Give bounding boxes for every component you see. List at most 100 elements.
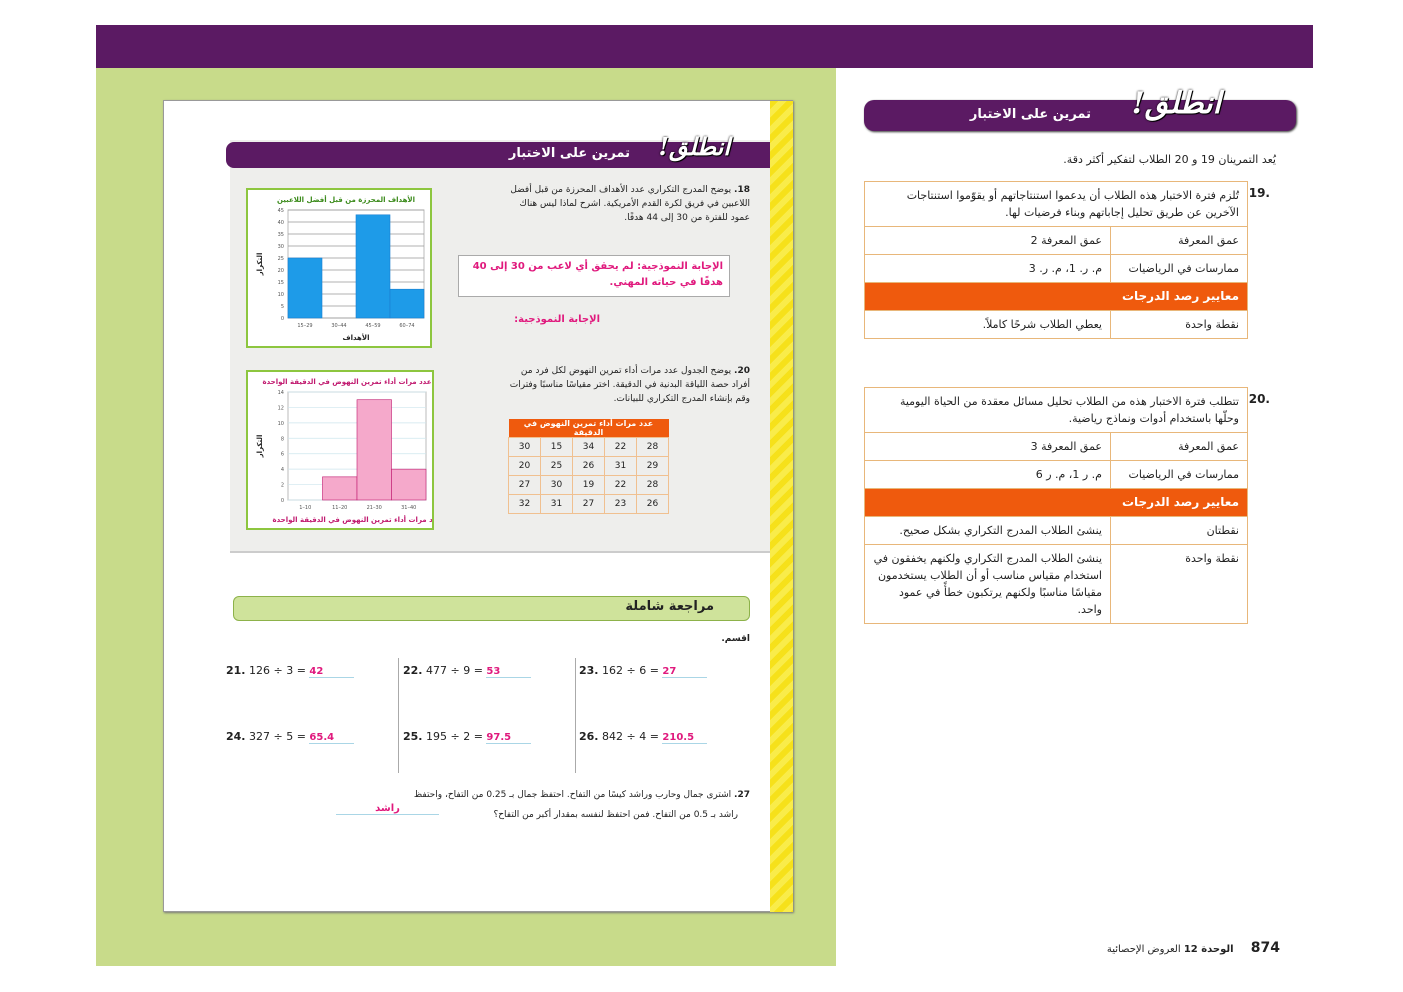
question-number: 19. [1248,186,1270,200]
table-cell: 27 [572,494,605,514]
answer-blank[interactable]: 27 [662,666,708,678]
pushups-table: عدد مرات أداء تمرين النهوض في الدقيقة 30… [508,419,669,514]
table-cell: 26 [572,456,605,476]
problem-expression: 126 ÷ 3 = [249,664,306,677]
top-bar [96,25,1313,68]
yellow-stripe [770,101,793,912]
question-20: 20. يوضح الجدول عدد مرات أداء تمرين النه… [500,364,750,406]
answer-value: راشد [375,803,400,814]
x-tick-label: 21–30 [367,505,382,511]
y-tick-label: 8 [281,436,284,442]
bar [389,288,425,319]
rubric-header: معايير رصد الدرجات [864,488,1248,517]
instruction: اقسم. [721,634,750,644]
y-tick-label: 2 [281,483,284,489]
brand-logo: انطلق! [658,132,730,161]
brand-logo: انطلق! [1131,86,1221,121]
division-problem: 21. 126 ÷ 3 = 42 [226,664,355,678]
review-banner: مراجعة شاملة [233,596,750,621]
chart-pushups: عدد مرات أداء تمرين النهوض في الدقيقة ال… [246,370,442,530]
x-tick-label: 11–20 [332,505,347,511]
x-axis-label: الأهداف [342,333,369,342]
y-tick-label: 10 [278,292,284,298]
bar [322,476,358,501]
table-cell: 25 [540,456,573,476]
page-number: 874 [1250,940,1280,956]
footer: 874 الوحدة 12 العروض الإحصائية [1070,940,1280,956]
info-row: عمق المعرفة عمق المعرفة 2 [864,226,1248,255]
criteria: يعطي الطلاب شرحًا كاملاً. [864,310,1111,339]
y-tick-label: 14 [278,390,284,396]
bar [356,399,392,501]
division-problem: 24. 327 ÷ 5 = 65.4 [226,730,355,744]
table-cell: 30 [540,475,573,495]
table-cell: 19 [572,475,605,495]
row-value: م. ر. 1، م. ر. 3 [864,254,1111,283]
answer-27: راشد [336,803,439,815]
y-tick-label: 10 [278,421,284,427]
x-tick-label: 30–44 [331,323,346,329]
y-axis-label: التكرار [256,435,264,459]
answer-blank[interactable]: 65.4 [309,732,355,744]
division-problem: 26. 842 ÷ 4 = 210.5 [579,730,708,744]
criteria: ينشئ الطلاب المدرج التكراري ولكنهم يخفقو… [864,544,1111,624]
y-tick-label: 6 [281,452,284,458]
chapter-title: العروض الإحصائية [1106,944,1181,955]
x-axis-label: عدد مرات أداء تمرين النهوض في الدقيقة ال… [273,515,432,524]
problem-expression: 327 ÷ 5 = [249,730,306,743]
intro-text: يُعد التمرينان 19 و 20 الطلاب لتفكير أكث… [1063,153,1276,166]
row-label: ممارسات في الرياضيات [1110,460,1248,489]
y-tick-label: 45 [278,208,284,214]
y-tick-label: 40 [278,220,284,226]
division-problem: 23. 162 ÷ 6 = 27 [579,664,708,678]
row-label: عمق المعرفة [1110,432,1248,461]
points: نقطة واحدة [1110,310,1248,339]
criteria: ينشئ الطلاب المدرج التكراري بشكل صحيح. [864,516,1111,545]
info-row: عمق المعرفة عمق المعرفة 3 [864,432,1248,461]
question-text: تتطلب فترة الاختبار هذه من الطلاب تحليل … [864,387,1248,433]
divider [575,658,576,773]
info-row: ممارسات في الرياضيات م. ر 1، م. ر 6 [864,460,1248,489]
answer-box-18: الإجابة النموذجية: لم يحقق أي لاعب من 30… [458,255,730,297]
question-text: اشترى جمال وحارب وراشد كيسًا من التفاح. … [413,790,732,800]
y-tick-label: 20 [278,268,284,274]
question-number: 20. [1248,392,1270,406]
points: نقطة واحدة [1110,544,1248,624]
table-row: 30 15 34 22 28 [508,437,669,457]
problem-number: 24. [226,730,246,743]
unit-label: الوحدة 12 [1183,944,1234,955]
sample-answer-label-20: الإجابة النموذجية: [514,314,600,325]
table-cell: 34 [572,437,605,457]
table-cell: 32 [508,494,541,514]
rubric-header: معايير رصد الدرجات [864,282,1248,311]
answer-blank[interactable]: 210.5 [662,732,708,744]
answer-blank[interactable]: 97.5 [486,732,532,744]
y-tick-label: 25 [278,256,284,262]
info-row: ممارسات في الرياضيات م. ر. 1، م. ر. 3 [864,254,1248,283]
bar [287,257,323,319]
table-title: عدد مرات أداء تمرين النهوض في الدقيقة [508,419,669,438]
table-cell: 22 [604,437,637,457]
y-tick-label: 0 [281,498,284,504]
problem-number: 25. [403,730,423,743]
problem-number: 21. [226,664,246,677]
divider [398,658,399,773]
x-tick-label: 60–74 [399,323,414,329]
answer-blank[interactable]: 53 [486,666,532,678]
rubric-row: نقطة واحدة يعطي الطلاب شرحًا كاملاً. [864,310,1248,339]
y-tick-label: 0 [281,316,284,322]
y-tick-label: 5 [281,304,284,310]
table-cell: 31 [540,494,573,514]
table-row: 27 30 19 22 28 [508,475,669,495]
x-tick-label: 31–40 [401,505,416,511]
x-tick-label: 45–59 [365,323,380,329]
left-banner: تمرين على الاختبار انطلق! [226,132,770,168]
table-cell: 30 [508,437,541,457]
right-banner: تمرين على الاختبار انطلق! [864,86,1296,131]
problem-number: 26. [579,730,599,743]
chart-title: عدد مرات أداء تمرين النهوض في الدقيقة ال… [263,377,432,386]
answer-blank[interactable]: 42 [309,666,355,678]
problem-expression: 842 ÷ 4 = [602,730,659,743]
row-value: م. ر 1، م. ر 6 [864,460,1111,489]
problem-expression: 195 ÷ 2 = [426,730,483,743]
